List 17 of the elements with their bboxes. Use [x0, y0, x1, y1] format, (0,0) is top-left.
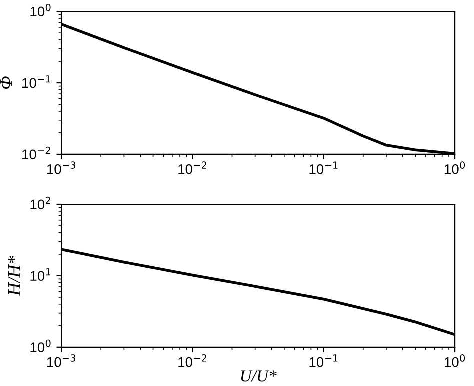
x-tick-label: 10$^{0}$	[444, 354, 466, 368]
x-tick-label: 10$^{−2}$	[178, 354, 206, 368]
x-tick-label: 10$^{−1}$	[310, 162, 338, 174]
x-tick-label: 10$^{0}$	[444, 162, 466, 174]
y-axis-title: H/H*	[8, 256, 20, 296]
x-tick-label: 10$^{−3}$	[47, 354, 76, 368]
x-axis-title: U/U*	[241, 370, 277, 382]
y-tick-label: 10$^{0}$	[30, 4, 51, 17]
y-axis-title: Φ	[0, 76, 12, 90]
x-tick-label: 10$^{−1}$	[310, 354, 338, 368]
y-tick-label: 10$^{−2}$	[22, 146, 50, 160]
x-tick-label: 10$^{−2}$	[178, 162, 206, 174]
y-tick-label: 10$^{−1}$	[22, 76, 50, 88]
y-tick-label: 10$^{2}$	[30, 196, 50, 210]
y-tick-label: 10$^{0}$	[30, 340, 51, 352]
x-tick-label: 10$^{−3}$	[47, 162, 76, 174]
y-tick-label: 10$^{1}$	[30, 268, 51, 282]
